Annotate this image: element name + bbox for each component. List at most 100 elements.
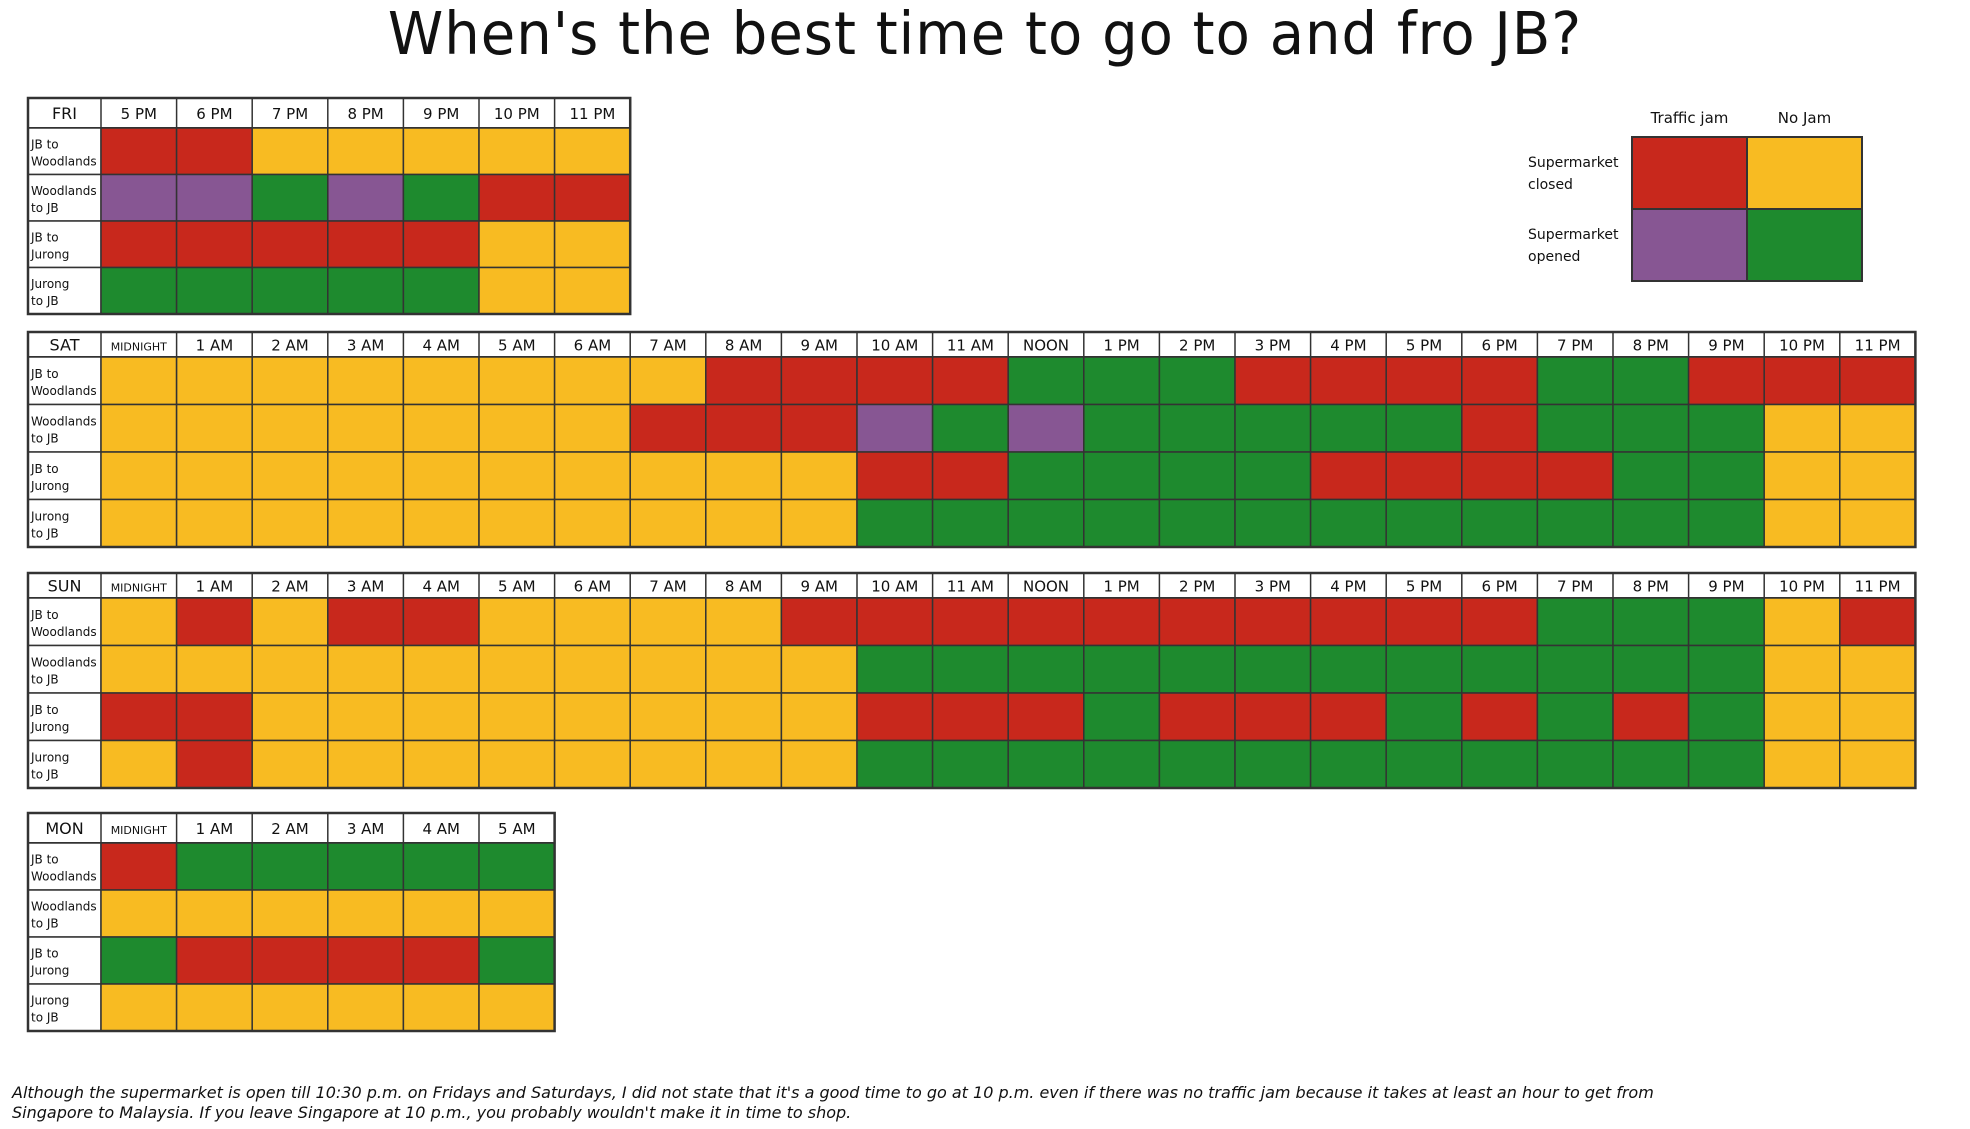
cell-sat-r0-c16 — [1309, 356, 1387, 406]
cell-sat-r2-c15 — [1234, 451, 1312, 501]
hour-label: 3 PM — [1255, 337, 1291, 355]
cell-sun-r1-c19 — [1536, 644, 1614, 694]
hour-label: 8 AM — [725, 337, 763, 355]
legend-swatch-nojam-opened — [1746, 208, 1863, 282]
cell-sat-r2-c10 — [856, 451, 934, 501]
cell-fri-r1-c2 — [251, 173, 329, 222]
cell-sat-r2-c2 — [251, 451, 329, 501]
route-label: to JB — [31, 917, 59, 931]
cell-fri-r1-c1 — [175, 173, 253, 222]
hour-label: 9 PM — [1708, 578, 1744, 596]
cell-sat-r3-c1 — [175, 498, 253, 548]
cell-sun-r3-c10 — [856, 739, 934, 789]
table-border — [26, 330, 1917, 549]
hour-label: 5 AM — [498, 578, 536, 596]
cell-sat-r2-c19 — [1536, 451, 1614, 501]
cell-fri-r0-c6 — [553, 127, 631, 176]
chart-title: When's the best time to go to and fro JB… — [387, 0, 1583, 69]
cell-mon-r3-c2 — [251, 983, 329, 1032]
cell-sun-r3-c11 — [931, 739, 1009, 789]
route-label: JB to — [30, 608, 59, 622]
cell-fri-r3-c4 — [402, 266, 480, 315]
cell-sat-r0-c23 — [1839, 356, 1917, 406]
cell-mon-r3-c0 — [100, 983, 178, 1032]
route-label: Jurong — [30, 964, 69, 978]
cell-sat-r2-c3 — [327, 451, 405, 501]
cell-sun-r3-c3 — [327, 739, 405, 789]
hour-label: 8 PM — [1633, 578, 1669, 596]
cell-sun-r1-c23 — [1839, 644, 1917, 694]
cell-sun-r1-c0 — [100, 644, 178, 694]
cell-mon-r0-c3 — [327, 842, 405, 891]
day-label-fri: FRI — [52, 104, 77, 123]
cell-sat-r2-c16 — [1309, 451, 1387, 501]
cell-sat-r0-c13 — [1083, 356, 1161, 406]
cell-sun-r1-c7 — [629, 644, 707, 694]
cell-sat-r3-c16 — [1309, 498, 1387, 548]
route-label: to JB — [31, 672, 59, 686]
route-label: to JB — [31, 767, 59, 781]
cell-sat-r1-c6 — [553, 403, 631, 453]
cell-sun-r3-c0 — [100, 739, 178, 789]
hour-label: 2 PM — [1179, 337, 1215, 355]
cell-sun-r1-c5 — [478, 644, 556, 694]
cell-sat-r3-c12 — [1007, 498, 1085, 548]
cell-sun-r3-c2 — [251, 739, 329, 789]
cell-sat-r2-c5 — [478, 451, 556, 501]
hour-label: 7 AM — [649, 337, 687, 355]
cell-sun-r3-c14 — [1158, 739, 1236, 789]
cell-sat-r0-c14 — [1158, 356, 1236, 406]
cell-sat-r0-c22 — [1763, 356, 1841, 406]
cell-sun-r0-c11 — [931, 597, 1009, 647]
hour-label: 6 PM — [196, 105, 232, 123]
cell-sat-r0-c4 — [402, 356, 480, 406]
cell-sat-r2-c23 — [1839, 451, 1917, 501]
cell-sun-r0-c6 — [553, 597, 631, 647]
hour-label: 2 PM — [1179, 578, 1215, 596]
hour-label: 1 AM — [196, 578, 234, 596]
cell-fri-r2-c0 — [100, 220, 178, 269]
hour-label: 11 PM — [1855, 337, 1901, 355]
cell-mon-r0-c4 — [402, 842, 480, 891]
route-label: Jurong — [30, 479, 69, 493]
cell-sat-r0-c2 — [251, 356, 329, 406]
cell-sat-r1-c12 — [1007, 403, 1085, 453]
header-row-fri — [27, 97, 632, 129]
cell-sat-r3-c9 — [780, 498, 858, 548]
cell-mon-r1-c1 — [175, 889, 253, 938]
cell-sat-r3-c13 — [1083, 498, 1161, 548]
cell-sat-r2-c8 — [705, 451, 783, 501]
hour-label: 3 AM — [347, 820, 385, 838]
hour-label: 9 AM — [800, 578, 838, 596]
hour-label: 4 PM — [1330, 578, 1366, 596]
hour-label: NOON — [1023, 337, 1069, 355]
legend-swatch-jam-closed — [1631, 136, 1748, 210]
cell-sun-r2-c5 — [478, 692, 556, 742]
cell-fri-r3-c0 — [100, 266, 178, 315]
cell-sat-r2-c6 — [553, 451, 631, 501]
legend-row-header: Supermarket — [1528, 155, 1619, 171]
hour-label: 5 AM — [498, 337, 536, 355]
cell-sun-r3-c23 — [1839, 739, 1917, 789]
cell-fri-r3-c3 — [327, 266, 405, 315]
hour-label: 8 AM — [725, 578, 763, 596]
cell-sat-r1-c2 — [251, 403, 329, 453]
hour-label: 6 PM — [1481, 337, 1517, 355]
cell-sun-r2-c17 — [1385, 692, 1463, 742]
cell-sun-r3-c15 — [1234, 739, 1312, 789]
cell-sat-r3-c11 — [931, 498, 1009, 548]
cell-sat-r1-c15 — [1234, 403, 1312, 453]
hour-label: MIDNIGHT — [111, 824, 167, 837]
hour-label: 11 AM — [947, 337, 994, 355]
cell-sun-r2-c22 — [1763, 692, 1841, 742]
cell-sat-r1-c9 — [780, 403, 858, 453]
route-label: to JB — [31, 526, 59, 540]
hour-label: NOON — [1023, 578, 1069, 596]
cell-sun-r0-c14 — [1158, 597, 1236, 647]
cell-sat-r2-c13 — [1083, 451, 1161, 501]
route-label: JB to — [30, 703, 59, 717]
hour-label: 1 PM — [1103, 578, 1139, 596]
route-label: Jurong — [30, 994, 69, 1008]
cell-sun-r0-c20 — [1612, 597, 1690, 647]
cell-mon-r3-c4 — [402, 983, 480, 1032]
